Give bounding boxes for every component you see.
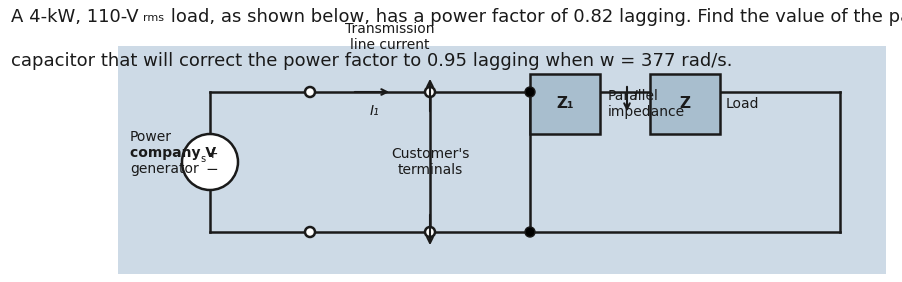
Text: Power: Power: [130, 130, 171, 144]
Circle shape: [425, 227, 435, 237]
Text: I: I: [633, 89, 638, 103]
Bar: [649, 74, 719, 134]
Text: I₁: I₁: [370, 104, 380, 118]
Circle shape: [182, 134, 238, 190]
Circle shape: [524, 227, 534, 237]
Text: −: −: [206, 162, 218, 177]
Text: Z₁: Z₁: [556, 96, 573, 111]
Text: load, as shown below, has a power factor of 0.82 lagging. Find the value of the : load, as shown below, has a power factor…: [165, 8, 902, 27]
Text: company V: company V: [130, 146, 216, 160]
Text: A 4-kW, 110-V: A 4-kW, 110-V: [11, 8, 138, 27]
Text: capacitor that will correct the power factor to 0.95 lagging when w = 377 rad/s.: capacitor that will correct the power fa…: [11, 52, 732, 70]
Text: Load: Load: [725, 97, 759, 111]
Bar: [118, 46, 885, 274]
Circle shape: [425, 87, 435, 97]
Text: Parallel
impedance: Parallel impedance: [607, 89, 685, 119]
Circle shape: [305, 227, 315, 237]
Text: s: s: [199, 154, 205, 164]
Text: generator: generator: [130, 162, 198, 176]
Text: Transmission
line current: Transmission line current: [345, 22, 434, 52]
Text: Customer's
terminals: Customer's terminals: [391, 147, 469, 177]
Text: rms: rms: [143, 13, 163, 23]
Circle shape: [305, 87, 315, 97]
Text: +: +: [206, 147, 217, 161]
Circle shape: [524, 87, 534, 97]
Text: Z: Z: [678, 96, 690, 111]
Bar: [529, 74, 599, 134]
